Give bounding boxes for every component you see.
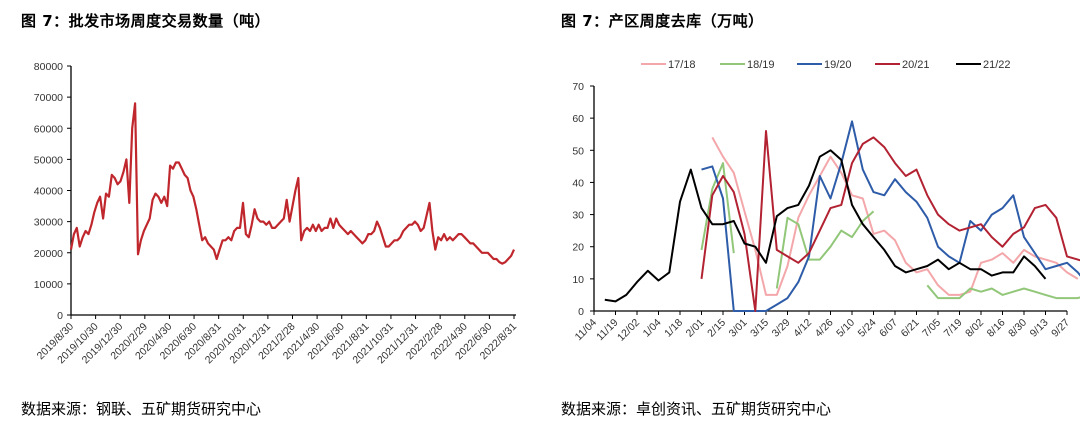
series-line [69,102,515,265]
x-tick-label: 3/29 [770,317,793,340]
right-chart-panel: 图 7：产区周度去库（万吨） 0 10 20 30 40 50 60 70 11/04 11/19… [540,0,1080,431]
x-tick-label: 9/13 [1028,317,1051,340]
left-chart-title: 图 7：批发市场周度交易数量（吨） [21,12,271,30]
x-tick-label: 5/24 [856,317,879,340]
legend-item: 20/21 [875,59,930,71]
legend-item: 21/22 [956,59,1011,71]
legend-label: 17/18 [668,59,696,71]
series-line-18-19 [775,210,875,289]
x-tick-label: 12/02 [615,317,642,344]
x-tick-label: 11/19 [594,317,621,344]
legend-label: 19/20 [824,59,852,71]
x-tick-label: 3/01 [727,317,750,340]
x-tick-label: 2/15 [705,317,728,340]
series-line-17-18 [711,136,1079,296]
x-tick-label: 8/30 [1006,317,1029,340]
x-tick-label: 9/27 [1049,317,1072,340]
left-chart-panel: 图 7：批发市场周度交易数量（吨） 0 10000 20000 30000 40000 5… [21,12,519,418]
series-line-18-19 [926,284,1080,300]
y-tick-label: 10 [572,274,584,286]
y-tick-label: 80000 [34,61,63,73]
right-chart-title: 图 7：产区周度去库（万吨） [561,12,764,30]
y-tick-label: 50 [572,145,584,157]
y-tick-label: 20 [572,242,584,254]
left-axes: 0 10000 20000 30000 40000 50000 60000 70000 8000… [34,61,519,366]
left-chart-source: 数据来源：钢联、五矿期货研究中心 [21,400,262,418]
left-line-chart: 0 10000 20000 30000 40000 50000 60000 70000 8000… [34,61,519,366]
y-tick-label: 0 [578,306,584,318]
x-tick-label: 4/26 [813,317,836,340]
x-tick-label: 3/15 [748,317,771,340]
series-line-19-20 [701,120,1080,312]
x-tick-label: 7/05 [920,317,943,340]
y-tick-label: 60000 [34,123,63,135]
y-tick-label: 40000 [34,186,63,198]
x-tick-label: 4/12 [791,317,814,340]
legend-label: 18/19 [747,59,775,71]
y-tick-label: 10000 [34,279,63,291]
legend-label: 21/22 [983,59,1011,71]
y-tick-label: 30000 [34,217,63,229]
y-tick-label: 50000 [34,154,63,166]
y-tick-label: 70000 [34,92,63,104]
right-chart-source: 数据来源：卓创资讯、五矿期货研究中心 [561,400,832,418]
series-line-20-21 [700,130,1080,312]
y-tick-label: 60 [572,113,584,125]
right-line-chart: 01020304050607011/0411/1912/021/041/182/… [572,59,1080,344]
x-tick-label: 8/02 [963,317,986,340]
x-tick-label: 1/18 [662,317,685,340]
series-line-18-19 [700,162,735,254]
x-tick-label: 2/01 [684,317,707,340]
x-tick-label: 1/04 [641,317,664,340]
x-tick-label: 6/21 [899,317,922,340]
legend-item: 18/19 [720,59,775,71]
x-tick-label: 5/10 [834,317,857,340]
y-tick-label: 70 [572,81,584,93]
x-tick-label: 11/04 [573,317,600,344]
x-tick-label: 7/19 [942,317,965,340]
y-tick-label: 30 [572,210,584,222]
y-tick-label: 0 [57,310,63,322]
legend: 17/18 18/19 19/20 20/21 21/22 [641,59,1011,71]
legend-item: 19/20 [797,59,852,71]
x-tick-label: 6/07 [877,317,900,340]
series-line-21-22 [604,149,1047,303]
legend-item: 17/18 [641,59,696,71]
y-tick-label: 40 [572,177,584,189]
legend-label: 20/21 [902,59,930,71]
x-tick-label: 8/16 [985,317,1008,340]
y-tick-label: 20000 [34,248,63,260]
